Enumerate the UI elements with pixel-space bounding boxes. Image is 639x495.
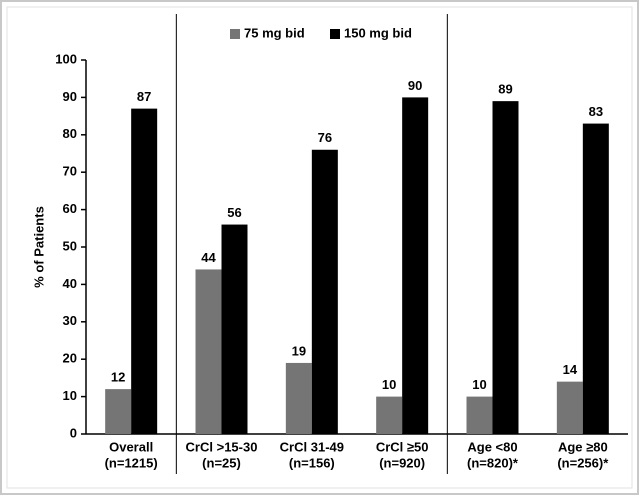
y-tick-label: 50 bbox=[63, 238, 77, 253]
bar bbox=[195, 269, 222, 434]
x-tick-label: (n=256)* bbox=[557, 455, 609, 470]
bar bbox=[311, 149, 338, 434]
bar bbox=[556, 381, 583, 434]
value-label: 10 bbox=[382, 377, 396, 392]
bar bbox=[376, 396, 403, 434]
y-tick-label: 20 bbox=[63, 351, 77, 366]
value-label: 89 bbox=[498, 82, 512, 97]
x-tick-label: Overall bbox=[109, 439, 153, 454]
y-tick-label: 0 bbox=[70, 425, 77, 440]
y-tick-label: 10 bbox=[63, 388, 77, 403]
x-tick-label: CrCl >15-30 bbox=[186, 439, 258, 454]
x-tick-label: (n=820)* bbox=[467, 455, 519, 470]
inner-frame bbox=[6, 6, 633, 489]
x-tick-label: Age ≥80 bbox=[558, 439, 608, 454]
value-label: 83 bbox=[589, 104, 603, 119]
value-label: 90 bbox=[408, 78, 422, 93]
value-label: 44 bbox=[201, 250, 216, 265]
value-label: 14 bbox=[563, 362, 578, 377]
x-tick-label: (n=920) bbox=[379, 455, 425, 470]
y-tick-label: 60 bbox=[63, 201, 77, 216]
value-label: 12 bbox=[111, 370, 125, 385]
bar bbox=[221, 224, 248, 434]
bar bbox=[285, 362, 312, 434]
legend-label: 150 mg bid bbox=[344, 25, 412, 40]
x-tick-label: Age <80 bbox=[467, 439, 517, 454]
value-label: 19 bbox=[292, 343, 306, 358]
y-tick-label: 90 bbox=[63, 89, 77, 104]
x-tick-label: (n=1215) bbox=[105, 455, 158, 470]
x-tick-label: (n=156) bbox=[289, 455, 335, 470]
bar bbox=[402, 97, 429, 435]
value-label: 10 bbox=[472, 377, 486, 392]
y-tick-label: 80 bbox=[63, 126, 77, 141]
y-axis-label: % of Patients bbox=[31, 206, 46, 288]
x-tick-label: CrCl 31-49 bbox=[280, 439, 344, 454]
legend-label: 75 mg bid bbox=[244, 25, 305, 40]
value-label: 76 bbox=[318, 130, 332, 145]
y-tick-label: 40 bbox=[63, 276, 77, 291]
legend-swatch bbox=[230, 29, 240, 39]
legend-swatch bbox=[330, 29, 340, 39]
x-tick-label: (n=25) bbox=[202, 455, 241, 470]
y-tick-label: 70 bbox=[63, 164, 77, 179]
value-label: 87 bbox=[137, 89, 151, 104]
bar bbox=[105, 389, 132, 434]
bar bbox=[466, 396, 493, 434]
bar bbox=[492, 101, 519, 434]
x-tick-label: CrCl ≥50 bbox=[376, 439, 429, 454]
y-tick-label: 100 bbox=[55, 51, 77, 66]
value-label: 56 bbox=[227, 205, 241, 220]
y-tick-label: 30 bbox=[63, 313, 77, 328]
bar bbox=[582, 123, 609, 434]
bar bbox=[131, 108, 158, 435]
